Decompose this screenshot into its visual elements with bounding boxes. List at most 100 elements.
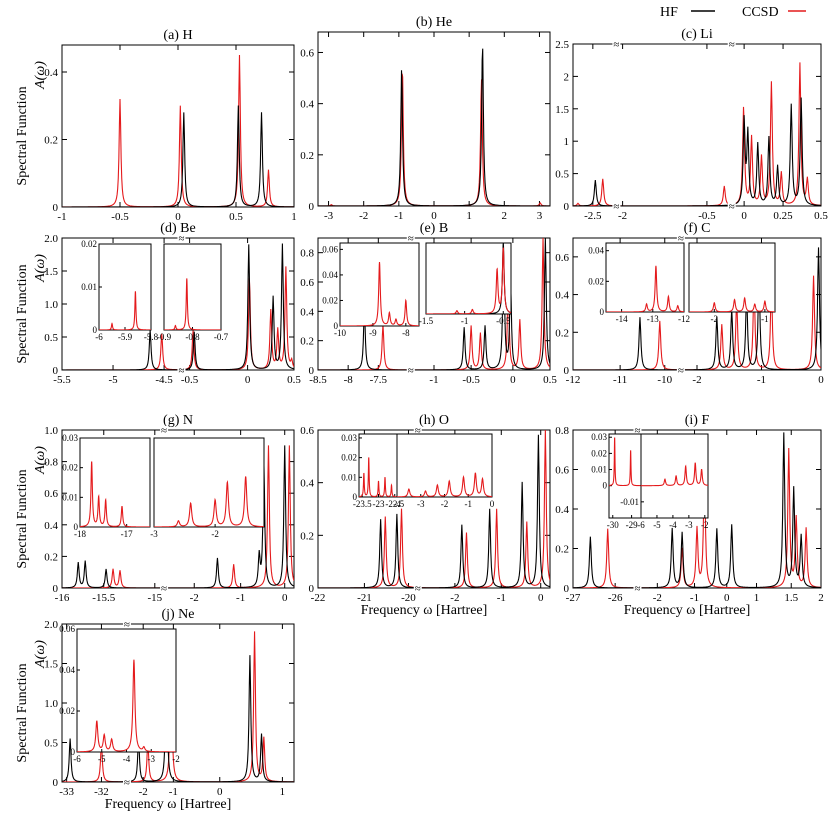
inset-y-tick-label: 0.02 <box>62 463 78 473</box>
y-axis-label: Spectral Function <box>15 264 30 363</box>
inset-x-tick-label: -23.5 <box>353 499 372 509</box>
inset-series-line-ccsd <box>609 437 641 487</box>
x-tick-label: 2 <box>502 210 508 222</box>
inset-frame <box>76 628 177 753</box>
inset-x-tick-label: -29 <box>626 520 638 530</box>
x-tick-label: -4.5 <box>155 374 173 386</box>
inset-series-line-ccsd <box>426 247 511 314</box>
axis-break-symbol: ≈ <box>161 583 167 595</box>
inset-series-group <box>154 476 264 527</box>
series-line-hf <box>573 432 821 588</box>
x-tick-label: -22 <box>311 592 326 604</box>
x-tick-label: 0 <box>217 786 223 798</box>
panel-0: (a) H -1 -0.5 0 0.5 1 0 0.2 0.4 Spectral Function… <box>15 28 297 223</box>
inset-x-tick-label: -4 <box>123 754 131 764</box>
inset-series-group <box>340 261 419 326</box>
y-tick-label: 1.0 <box>44 698 58 710</box>
x-tick-label: -5.5 <box>53 374 71 386</box>
x-tick-label: 0.25 <box>773 210 793 222</box>
series-line-hf <box>318 434 550 588</box>
inset-frame <box>153 437 265 528</box>
axis-break-gap <box>177 234 186 242</box>
panel-title: (a) H <box>163 28 192 43</box>
inset-frame <box>339 242 420 327</box>
inset-x-tick-label: -4 <box>669 520 677 530</box>
y-tick-label: 0.6 <box>300 277 314 289</box>
panel-8: (i) F-27 -26 -2 -1 0 1 1.5 200.20.40.60.8≈≈-30-… <box>555 413 824 618</box>
y-tick-label: 0.4 <box>44 520 58 532</box>
series-line-ccsd <box>573 62 821 206</box>
inset-series-group <box>397 472 492 497</box>
inset-0: -10 -9 -8 0 0.02 0.04 0.06 <box>322 242 420 338</box>
axis-break-symbol: ≈ <box>634 583 640 595</box>
x-axis-label: Frequency ω [Hartree] <box>361 603 488 618</box>
x-tick-label: -21 <box>357 592 372 604</box>
inset-x-tick-label: -9 <box>369 328 377 338</box>
inset-series-group <box>99 291 151 330</box>
series-line-ccsd <box>573 447 821 588</box>
inset-y-tick-label: 0.06 <box>322 244 338 254</box>
inset-y-tick-label: 0.03 <box>62 433 78 443</box>
inset-x-tick-label: -3 <box>417 499 425 509</box>
panel-title: (b) He <box>416 15 452 30</box>
inset-y-tick-label: 0 <box>74 522 79 532</box>
x-tick-label: 0 <box>741 210 747 222</box>
y-tick-label: 0.2 <box>44 135 58 147</box>
y-tick-label: 1.0 <box>44 425 58 437</box>
inset-y-tick-label: 0.01 <box>591 465 607 475</box>
axis-break-symbol: ≈ <box>678 365 684 377</box>
inset-series-line-ccsd <box>689 296 775 312</box>
x-tick-label: 2 <box>818 592 824 604</box>
inset-x-tick-label: -2 <box>172 754 180 764</box>
inset-series-line-ccsd <box>340 261 419 326</box>
x-tick-label: 0 <box>431 210 437 222</box>
inset-y-tick-label: 0.04 <box>588 246 604 256</box>
axis-break-symbol: ≈ <box>415 425 421 437</box>
inset-0: -6 -5 -4 -3 -2 0 0.02 0.04 0.06 <box>59 624 180 764</box>
inset-x-tick-label: -0.5 <box>496 316 511 326</box>
axis-break-symbol: ≈ <box>124 777 130 789</box>
inset-x-tick-label: -5 <box>653 520 661 530</box>
inset-x-tick-label: -6 <box>95 332 103 342</box>
x-tick-label: -0.5 <box>698 210 716 222</box>
axis-break-symbol: ≈ <box>729 201 735 213</box>
axis-break-gap <box>413 584 422 592</box>
inset-x-tick-label: -30 <box>607 520 619 530</box>
x-tick-label: 0 <box>818 374 824 386</box>
inset-x-tick-label: -18 <box>74 529 86 539</box>
axis-break-symbol: ≈ <box>678 233 684 245</box>
panel-6: (g) N-16 -15.5 -15 -2 -1 000.20.40.60.81.0≈≈-… <box>15 413 295 604</box>
inset-y-tick-label: 0.02 <box>81 239 97 249</box>
x-tick-label: -15 <box>147 592 162 604</box>
y-tick-label: 0.2 <box>44 551 58 563</box>
x-tick-label: -2 <box>359 210 368 222</box>
inset-1: -2 -1 <box>688 242 776 324</box>
x-tick-label: -12 <box>566 374 581 386</box>
y-tick-label: 0 <box>53 365 59 377</box>
x-tick-label: 0.5 <box>287 374 301 386</box>
y-tick-label: 0 <box>564 201 570 213</box>
y-tick-label: 2 <box>564 71 570 83</box>
inset-series-line-ccsd <box>77 659 176 752</box>
inset-series-line-ccsd <box>606 265 684 312</box>
y-tick-label: 2.0 <box>44 619 58 631</box>
axis-break-gap <box>177 366 186 374</box>
inset-x-tick-label: -3 <box>685 520 693 530</box>
panel-frame <box>317 31 551 207</box>
y-tick-label: 0.2 <box>555 544 569 556</box>
inset-x-tick-label: -17 <box>121 529 133 539</box>
inset-1: -1.5 -1 -0.5 <box>419 242 512 326</box>
y-tick-label: 0.5 <box>555 169 569 181</box>
panel-4: (e) B -8.5 -8 -7.5 -1 -0.5 0 0.5 0 0.2 0.4 0.6 0.8 ≈ ≈… <box>300 221 557 386</box>
inset-frame <box>98 243 152 331</box>
inset-y-tick-label: 0 <box>603 481 608 491</box>
inset-y-tick-label: 0.02 <box>59 706 75 716</box>
x-tick-label: -27 <box>566 592 581 604</box>
y-tick-label: 0.2 <box>300 150 314 162</box>
panel-7: (h) O-22 -21 -20 -2 -1 000.20.40.6≈≈-23.5 -23-… <box>300 413 551 618</box>
axis-break-gap <box>676 366 685 374</box>
inset-x-tick-label: -12 <box>678 314 690 324</box>
inset-series-line-ccsd <box>641 462 708 487</box>
legend: HF CCSD <box>660 5 806 20</box>
